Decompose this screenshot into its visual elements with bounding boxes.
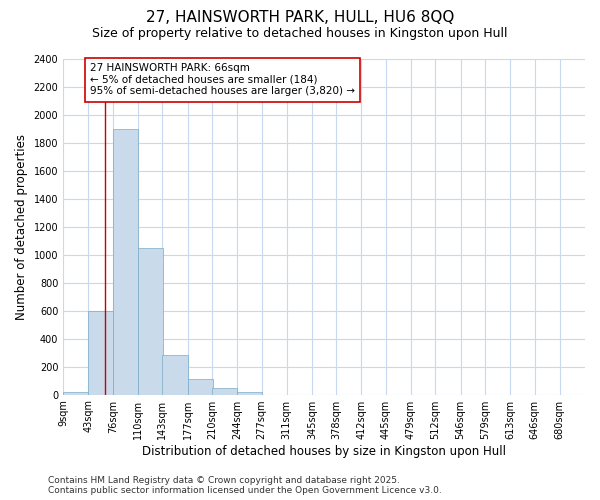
Bar <box>63 392 88 394</box>
Bar <box>212 388 237 394</box>
Bar <box>188 378 212 394</box>
Bar <box>138 248 163 394</box>
Bar <box>163 354 188 395</box>
Bar <box>237 392 262 394</box>
Text: Size of property relative to detached houses in Kingston upon Hull: Size of property relative to detached ho… <box>92 28 508 40</box>
Bar <box>113 129 138 394</box>
Y-axis label: Number of detached properties: Number of detached properties <box>15 134 28 320</box>
X-axis label: Distribution of detached houses by size in Kingston upon Hull: Distribution of detached houses by size … <box>142 444 506 458</box>
Bar <box>88 310 113 394</box>
Text: Contains HM Land Registry data © Crown copyright and database right 2025.
Contai: Contains HM Land Registry data © Crown c… <box>48 476 442 495</box>
Text: 27 HAINSWORTH PARK: 66sqm
← 5% of detached houses are smaller (184)
95% of semi-: 27 HAINSWORTH PARK: 66sqm ← 5% of detach… <box>90 63 355 96</box>
Text: 27, HAINSWORTH PARK, HULL, HU6 8QQ: 27, HAINSWORTH PARK, HULL, HU6 8QQ <box>146 10 454 25</box>
